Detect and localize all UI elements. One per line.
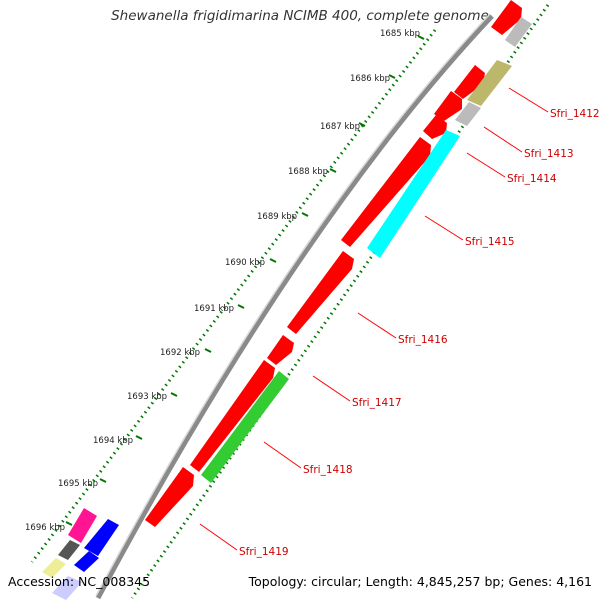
tick-mark [417,35,425,40]
gene-arrow-olive [467,60,512,106]
tick-mark [388,74,396,79]
accession-value: NC_008345 [78,574,151,589]
gene-arrow-magenta [68,508,97,543]
tick-label: 1694 kbp [93,436,133,446]
tick-labels: 1685 kbp 1686 kbp 1687 kbp 1688 kbp 1689… [25,29,420,533]
forward-strand-genes [145,0,522,527]
tick-mark [329,168,337,173]
edge-genes [42,508,119,600]
gene-arrow-cds [454,65,485,99]
tick-label: 1690 kbp [225,258,265,268]
tick-label: 1692 kbp [160,348,200,358]
gene-arrow-cds [491,0,522,35]
tick-label: 1691 kbp [194,304,234,314]
tick-mark [204,348,212,353]
leader-line [424,215,464,241]
gene-arrow-cds [341,137,431,247]
genome-summary: Topology: circular; Length: 4,845,257 bp… [248,574,592,589]
tick-mark [99,478,107,483]
accession-label: Accession: [8,574,75,589]
tick-label: 1696 kbp [25,523,65,533]
label-leaders [199,87,549,551]
gene-arrow-dark [58,540,80,560]
accession-info: Accession: NC_008345 [8,574,150,589]
gene-labels: Sfri_1412 Sfri_1413 Sfri_1414 Sfri_1415 … [239,108,600,558]
leader-line [508,87,549,113]
tick-mark [135,435,143,440]
map-title: Shewanella frigidimarina NCIMB 400, comp… [111,8,489,24]
gene-arrow-cds [190,360,275,472]
gene-arrow-gray [455,102,481,126]
gene-arrow-cds [267,335,294,365]
gene-label-sfri-1416: Sfri_1416 [398,334,448,346]
gene-label-sfri-1419: Sfri_1419 [239,546,289,558]
gene-arrow-lavender [52,576,82,600]
tick-label: 1693 kbp [127,392,167,402]
gene-label-sfri-1417: Sfri_1417 [352,397,402,409]
leader-line [312,375,351,402]
genome-backbone [95,14,494,600]
tick-label: 1695 kbp [58,479,98,489]
tick-label: 1686 kbp [350,74,390,84]
gene-arrow-pale [42,558,66,578]
leader-line [466,152,506,178]
gene-arrow-cds [145,467,194,527]
tick-mark [237,304,245,309]
gene-label-sfri-1415: Sfri_1415 [465,236,515,248]
gene-arrow-blue [84,519,119,556]
gene-label-sfri-1414: Sfri_1414 [507,173,557,185]
gene-arrow-teal [367,130,460,258]
reverse-strand-genes [201,17,532,483]
tick-mark [358,122,366,127]
gene-arrow-blue [74,551,99,572]
tick-label: 1689 kbp [257,212,297,222]
genome-backbone-highlight [95,13,491,597]
tick-mark [301,212,309,217]
gene-arrow-cds [434,91,462,121]
leader-line [263,441,302,469]
tick-label: 1688 kbp [288,167,328,177]
tick-mark [170,392,178,397]
gene-label-sfri-1418: Sfri_1418 [303,464,353,476]
tick-mark [269,258,277,263]
gene-label-sfri-1413: Sfri_1413 [524,148,574,160]
leader-line [199,523,238,551]
leader-line [357,312,397,339]
leader-line [483,126,523,153]
gene-label-sfri-1412: Sfri_1412 [550,108,600,120]
gene-arrow-cds [287,251,354,334]
tick-marks [65,35,425,526]
gene-arrow-green [201,371,289,483]
tick-label: 1685 kbp [380,29,420,39]
tick-label: 1687 kbp [320,122,360,132]
gene-arrow-cds [423,115,447,139]
gene-arrow-gray [505,17,532,47]
tick-mark [65,521,73,526]
